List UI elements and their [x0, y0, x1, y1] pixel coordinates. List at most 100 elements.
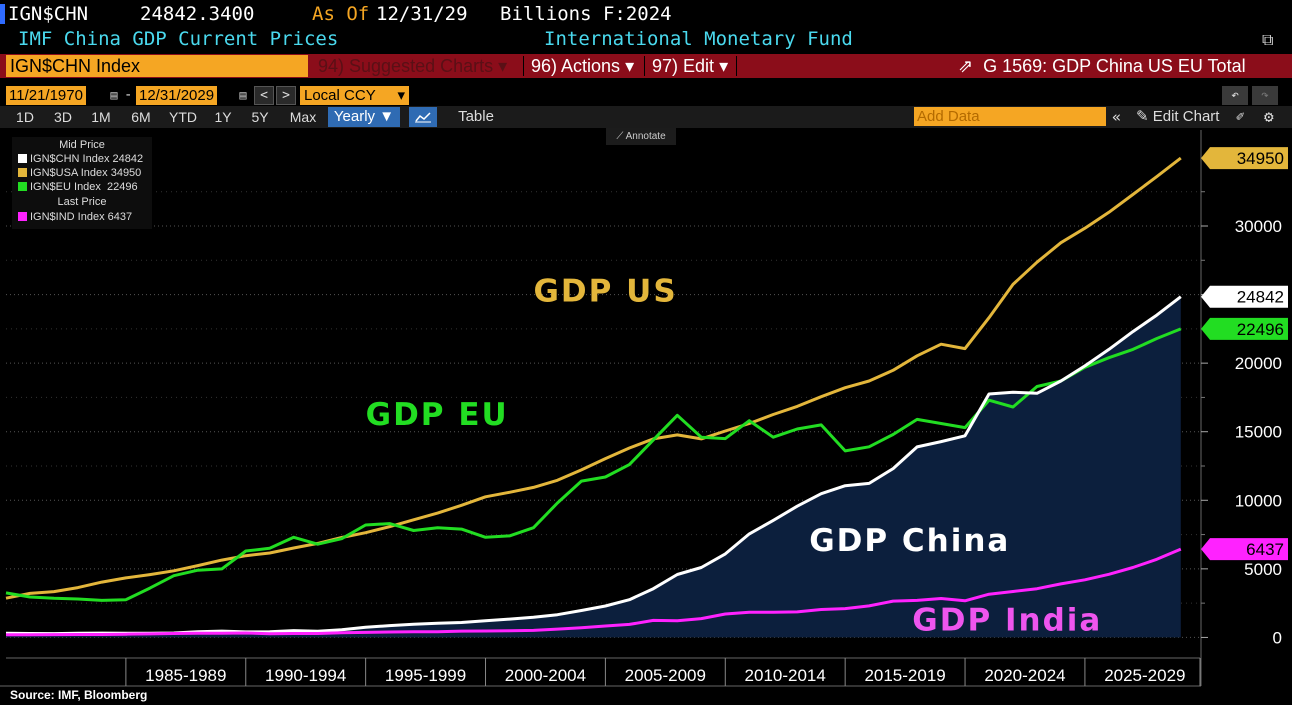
source-note: Source: IMF, Bloomberg — [10, 688, 148, 702]
security-header: IGN$CHN 24842.3400 As Of 12/31/29 Billio… — [0, 0, 1292, 28]
period-5y[interactable]: 5Y — [251, 109, 269, 125]
actions-label: 96) Actions — [531, 56, 621, 76]
last-value-label: 22496 — [1237, 320, 1284, 339]
popout-icon[interactable]: ⧉ — [1262, 30, 1274, 49]
x-tick-label: 2025-2029 — [1104, 666, 1185, 685]
currency-select[interactable]: Local CCY ▾ — [300, 86, 409, 105]
x-tick-label: 2010-2014 — [745, 666, 826, 685]
legend-swatch — [18, 212, 27, 221]
frequency-value: Yearly — [333, 108, 376, 125]
pencil-icon: ✎ — [1136, 108, 1149, 125]
table-button[interactable]: Table — [458, 108, 494, 125]
collapse-icon[interactable]: « — [1112, 108, 1122, 126]
series-line-ignchnindex — [5, 295, 1182, 636]
launch-icon[interactable]: ⇗ — [958, 56, 974, 76]
legend-swatch — [18, 168, 27, 177]
last-value-label: 24842 — [1237, 288, 1284, 307]
edit-menu[interactable]: 97) Edit ▾ — [652, 54, 728, 78]
legend-item-chn[interactable]: IGN$CHN Index 24842 — [18, 153, 143, 165]
line-chart-icon[interactable] — [409, 107, 437, 127]
legend-item-label: IGN$CHN Index 24842 — [30, 153, 144, 165]
annotate-label: Annotate — [625, 131, 666, 142]
as-of-date: 12/31/29 — [376, 3, 468, 25]
y-tick-label: 15000 — [1235, 423, 1282, 442]
edit-chart-button[interactable]: ✎ Edit Chart — [1136, 106, 1219, 128]
frequency-select[interactable]: Yearly ▼ — [328, 107, 400, 127]
last-value-flag — [1201, 285, 1288, 308]
start-date-input[interactable]: 11/21/1970 — [6, 86, 86, 105]
subtitle: IMF China GDP Current Prices — [18, 28, 339, 50]
legend: Mid Price IGN$CHN Index 24842 IGN$USA In… — [12, 137, 152, 229]
divider — [736, 56, 737, 76]
divider — [644, 56, 645, 76]
security-input[interactable]: IGN$CHN Index — [6, 55, 308, 77]
edit-label: 97) Edit — [652, 56, 715, 76]
calendar-icon[interactable]: ▤ — [110, 88, 118, 102]
y-tick-label: 10000 — [1235, 491, 1282, 510]
dropdown-icon: ▾ — [397, 87, 405, 104]
x-tick-label: 1990-1994 — [265, 666, 346, 685]
y-tick-label: 30000 — [1235, 217, 1282, 236]
end-date-input[interactable]: 12/31/2029 — [136, 86, 218, 105]
prev-button[interactable]: < — [254, 86, 274, 105]
last-value-label: 34950 — [1237, 149, 1284, 168]
series-line-ignindindex — [5, 547, 1182, 637]
period-1m[interactable]: 1M — [91, 109, 111, 125]
edit-chart-label: Edit Chart — [1152, 108, 1220, 125]
legend-item-eu[interactable]: IGN$EU Index 22496 — [18, 181, 138, 193]
chart-title-text: G 1569: GDP China US EU Total — [983, 56, 1246, 76]
period-6m[interactable]: 6M — [131, 109, 151, 125]
annotate-button[interactable]: ⟋ Annotate — [606, 128, 676, 145]
chart-annotation: GDP India — [912, 603, 1102, 639]
legend-swatch — [18, 182, 27, 191]
last-value: 24842.3400 — [140, 3, 255, 25]
legend-last-price-header: Last Price — [57, 196, 107, 208]
legend-item-label: IGN$USA Index 34950 — [30, 167, 142, 179]
period-3d[interactable]: 3D — [54, 109, 72, 125]
ticker-marker — [0, 4, 5, 24]
ticker[interactable]: IGN$CHN — [8, 3, 89, 25]
legend-swatch — [18, 154, 27, 163]
period-max[interactable]: Max — [289, 109, 317, 125]
next-button[interactable]: > — [276, 86, 296, 105]
chart-edit-icon[interactable]: ✐ — [1236, 109, 1245, 125]
units: Billions F:2024 — [500, 3, 672, 25]
calendar-icon[interactable]: ▤ — [239, 88, 247, 102]
x-tick-label: 2000-2004 — [505, 666, 586, 685]
chart-title: ⇗ G 1569: GDP China US EU Total — [958, 54, 1246, 78]
undo-button[interactable]: ↶ — [1222, 86, 1248, 105]
actions-menu[interactable]: 96) Actions ▾ — [531, 54, 634, 78]
last-value-flag — [1201, 147, 1288, 170]
suggested-charts-label: 94) Suggested Charts — [318, 56, 494, 76]
last-value-flag — [1201, 317, 1288, 340]
date-separator: - — [124, 87, 133, 103]
annotate-icon: ⟋ — [616, 131, 624, 142]
period-1d[interactable]: 1D — [16, 109, 34, 125]
chart-annotation: GDP China — [809, 523, 1010, 559]
gear-icon[interactable]: ⚙ — [1264, 107, 1274, 126]
divider — [523, 56, 524, 76]
x-tick-label: 2005-2009 — [625, 666, 706, 685]
legend-item-ind[interactable]: IGN$IND Index 6437 — [18, 211, 132, 223]
period-ytd[interactable]: YTD — [169, 109, 197, 125]
period-1y[interactable]: 1Y — [214, 109, 232, 125]
dropdown-icon: ▾ — [719, 56, 729, 76]
series-line-ignusaindex — [5, 156, 1182, 600]
legend-mid-price-header: Mid Price — [59, 139, 105, 151]
chart-annotation: GDP US — [533, 273, 677, 309]
legend-item-usa[interactable]: IGN$USA Index 34950 — [18, 167, 141, 179]
x-tick-label: 1995-1999 — [385, 666, 466, 685]
y-tick-label: 0 — [1273, 628, 1282, 647]
dropdown-icon: ▾ — [498, 56, 508, 76]
legend-item-label: IGN$EU Index 22496 — [30, 181, 138, 193]
redo-button[interactable]: ↷ — [1252, 86, 1278, 105]
y-tick-label: 20000 — [1235, 354, 1282, 373]
legend-item-label: IGN$IND Index 6437 — [30, 211, 133, 223]
last-value-flag — [1201, 538, 1288, 561]
dropdown-icon: ▼ — [379, 108, 395, 125]
line-chart-glyph — [415, 112, 431, 123]
suggested-charts-menu[interactable]: 94) Suggested Charts ▾ — [318, 54, 507, 78]
currency-value: Local CCY — [304, 87, 376, 104]
add-data-input[interactable]: Add Data — [914, 107, 1106, 126]
